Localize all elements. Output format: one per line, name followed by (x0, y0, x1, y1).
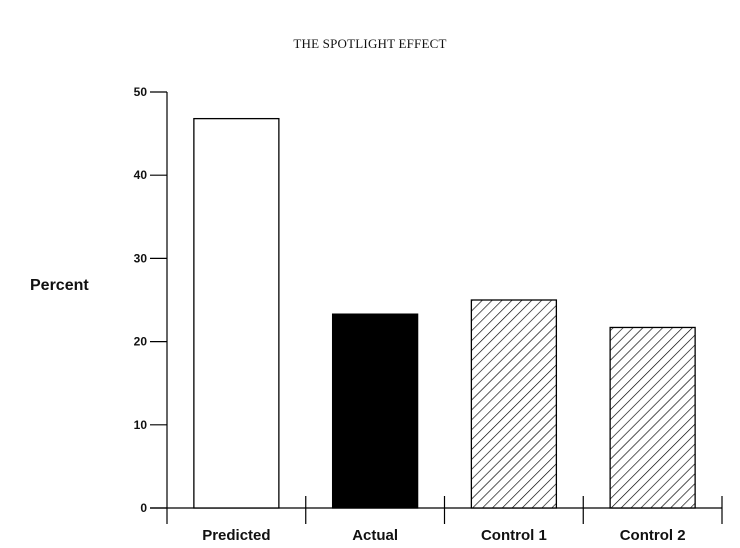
y-axis-title: Percent (30, 277, 89, 294)
labels: 0 10 20 30 40 50 Predicted Actual Control 1 Contr… (134, 85, 686, 544)
axes (150, 91, 723, 524)
x-category-label: Actual (352, 527, 398, 544)
chart-title: THE SPOTLIGHT EFFECT (293, 36, 447, 51)
bar-control-1 (470, 299, 558, 509)
x-category-label: Control 2 (620, 527, 686, 544)
bars (193, 117, 696, 509)
x-category-label: Control 1 (481, 527, 547, 544)
bar-control-2 (609, 326, 696, 509)
y-tick-label: 40 (134, 168, 148, 182)
y-tick-label: 0 (140, 501, 147, 515)
bar-actual (331, 313, 419, 509)
y-tick-label: 50 (134, 85, 148, 99)
x-category-label: Predicted (202, 527, 270, 544)
bar-predicted (193, 117, 280, 509)
y-tick-label: 20 (134, 335, 148, 349)
y-tick-label: 30 (134, 251, 148, 265)
y-tick-label: 10 (134, 418, 148, 432)
